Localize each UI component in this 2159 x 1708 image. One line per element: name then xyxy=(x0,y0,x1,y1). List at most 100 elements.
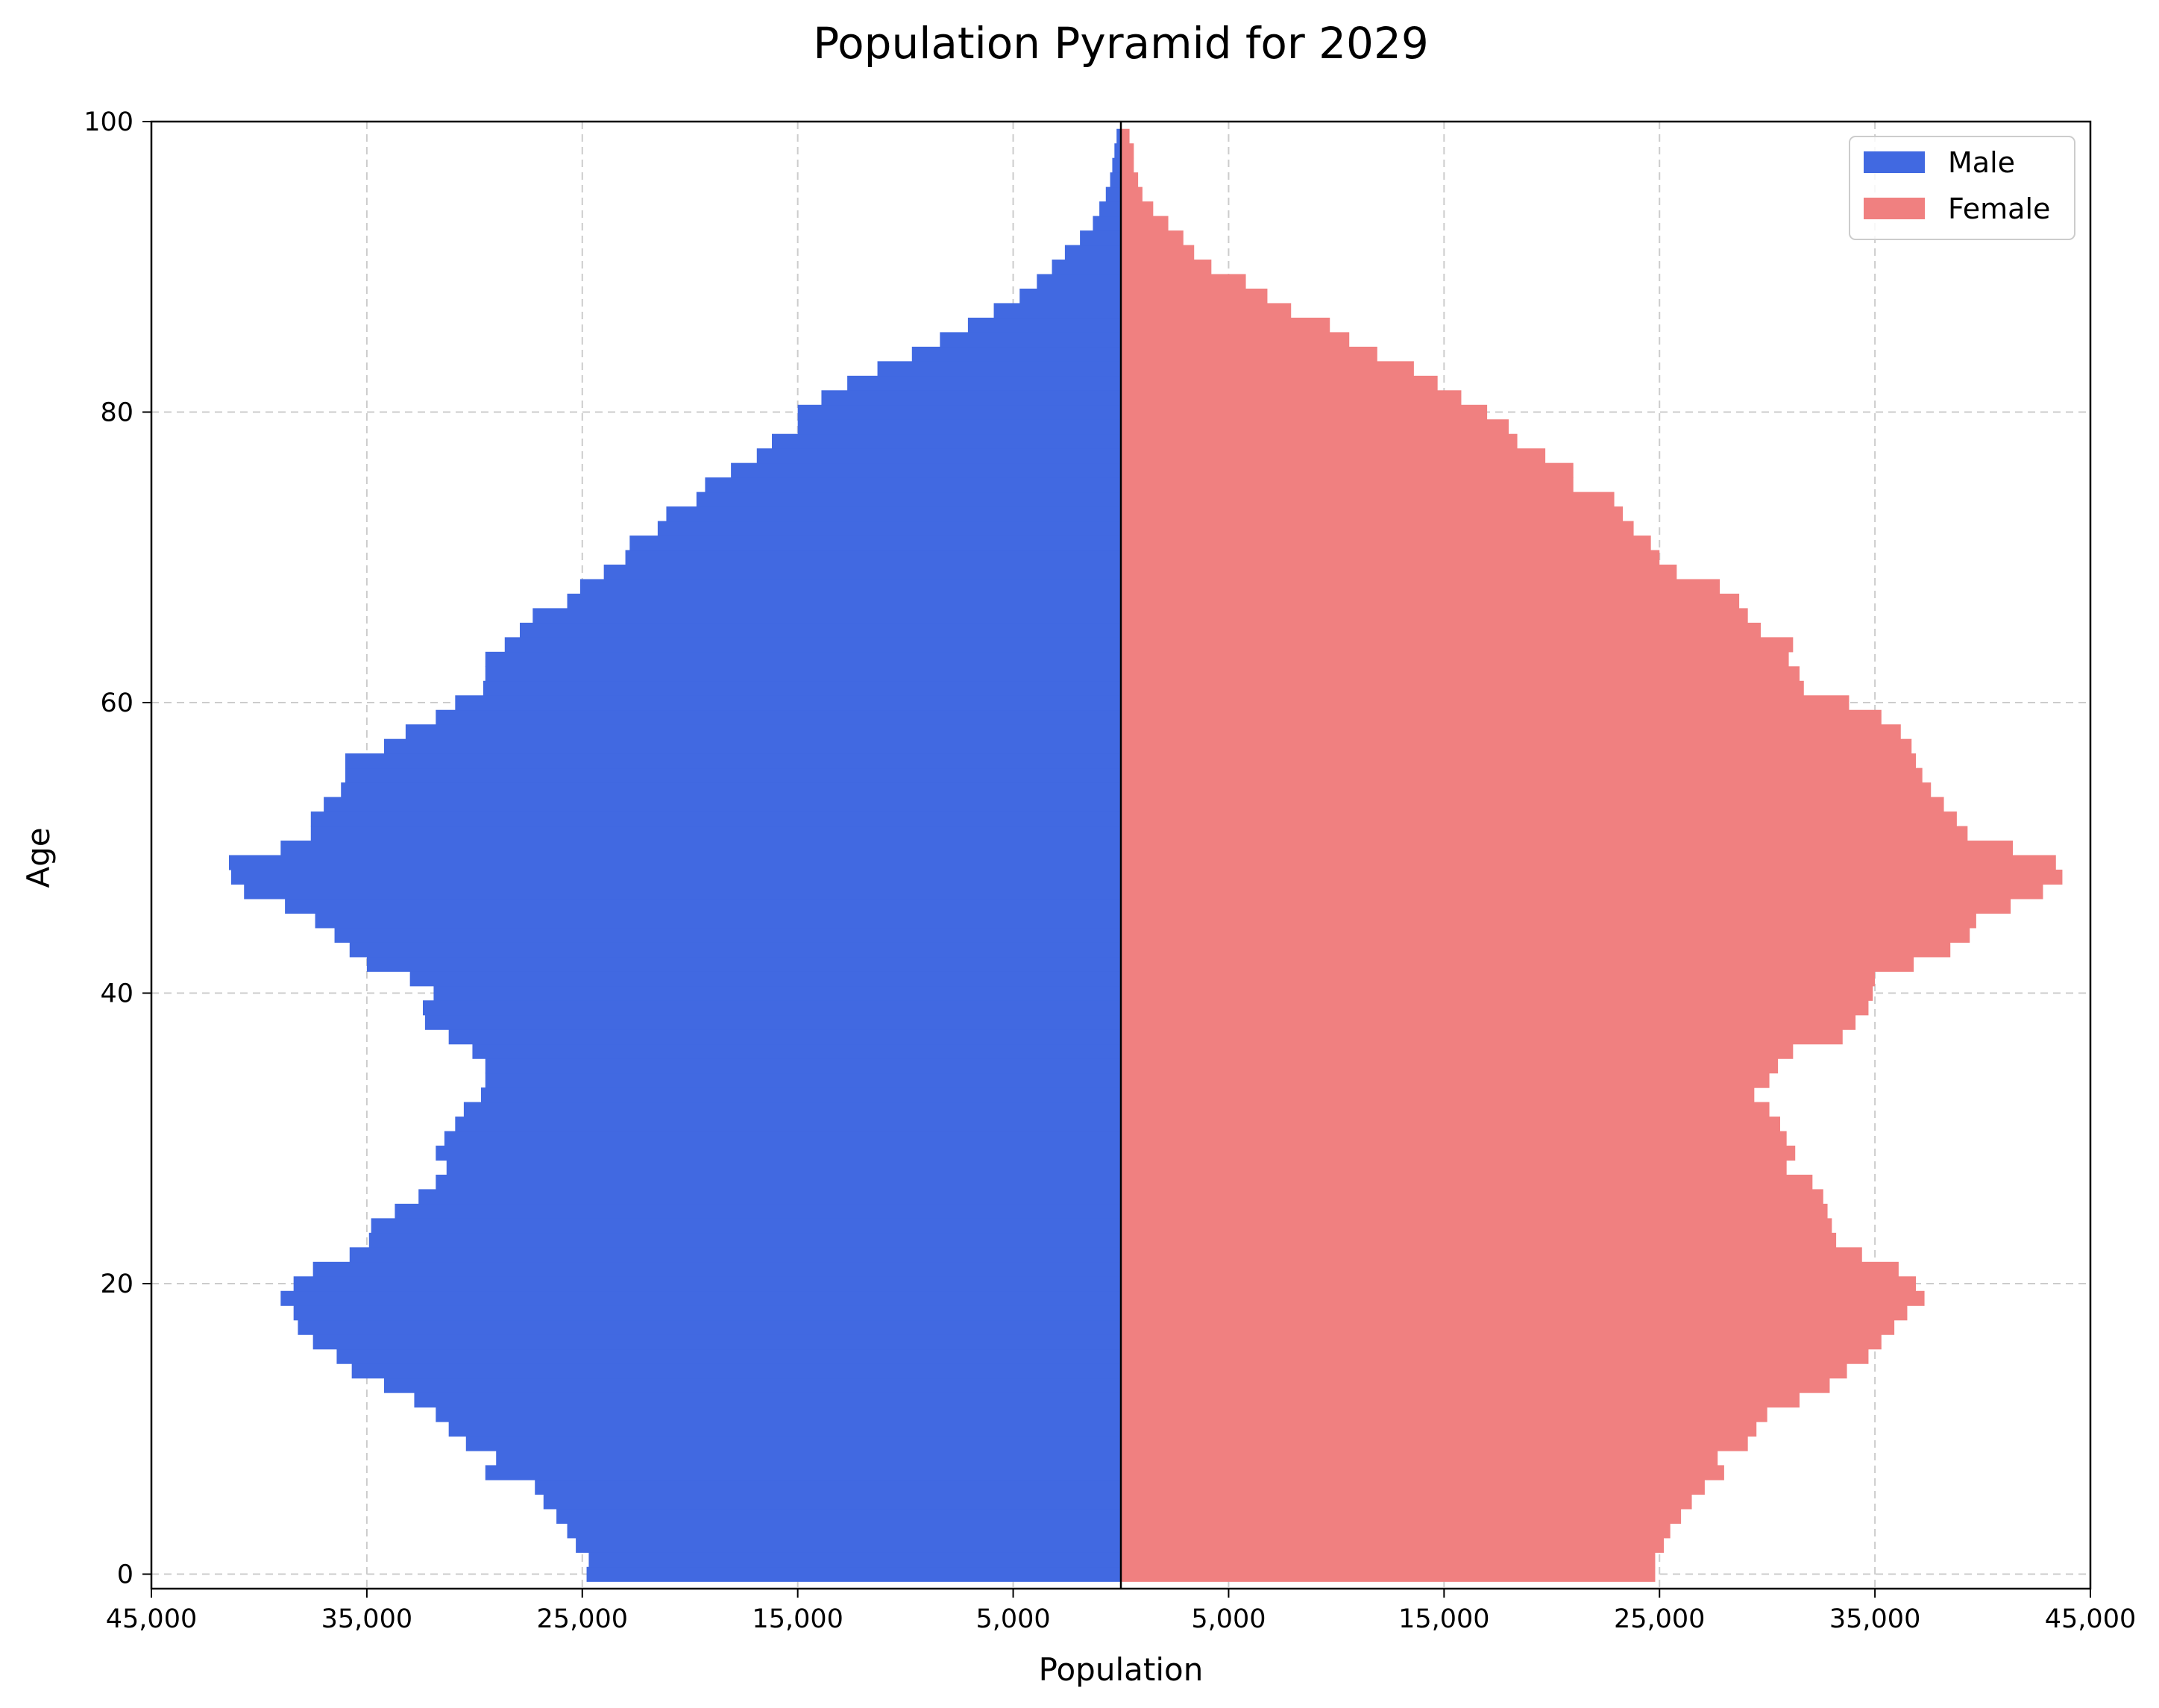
bar-male xyxy=(334,927,1121,943)
bar-female xyxy=(1121,1160,1787,1175)
bar-female xyxy=(1121,913,1976,929)
bar-female xyxy=(1121,536,1651,551)
bar-female xyxy=(1121,172,1139,188)
bar-female xyxy=(1121,971,1876,987)
bar-male xyxy=(465,1436,1121,1451)
bar-female xyxy=(1121,1131,1787,1146)
bar-male xyxy=(351,1363,1122,1379)
bar-male xyxy=(395,1203,1121,1219)
bar-female xyxy=(1121,1465,1724,1481)
bar-male xyxy=(436,1407,1121,1422)
bar-female xyxy=(1121,216,1169,231)
bar-male xyxy=(472,1043,1121,1059)
bar-male xyxy=(625,550,1121,565)
bar-female xyxy=(1121,274,1246,289)
bar-female xyxy=(1121,1102,1770,1117)
bar-male xyxy=(433,985,1121,1001)
bar-male xyxy=(1116,128,1121,144)
bar-female xyxy=(1121,1378,1830,1393)
bar-female xyxy=(1121,898,2011,914)
bar-male xyxy=(368,1232,1121,1248)
legend-label-male: Male xyxy=(1948,146,2015,179)
bar-female xyxy=(1121,1422,1757,1437)
bar-male xyxy=(312,1261,1122,1277)
bar-male xyxy=(485,1058,1121,1074)
bar-female xyxy=(1121,753,1916,769)
bar-male xyxy=(772,433,1121,449)
bar-female xyxy=(1121,637,1794,653)
bar-female xyxy=(1121,419,1509,435)
bar-male xyxy=(481,1087,1121,1103)
bar-female xyxy=(1121,956,1914,972)
x-tick-label: 15,000 xyxy=(752,1604,843,1634)
bar-female xyxy=(1121,782,1932,798)
bar-female xyxy=(1121,1146,1796,1161)
bar-male xyxy=(424,1014,1121,1030)
bar-male xyxy=(496,1450,1121,1466)
bar-female xyxy=(1121,1508,1682,1524)
bar-female xyxy=(1121,157,1134,173)
x-tick-label: 45,000 xyxy=(106,1604,197,1634)
x-tick-label: 15,000 xyxy=(1398,1604,1489,1634)
bar-female xyxy=(1121,1552,1656,1568)
bar-male xyxy=(229,855,1121,870)
bar-female xyxy=(1121,506,1624,522)
bar-female xyxy=(1121,1174,1813,1190)
bar-female xyxy=(1121,564,1677,580)
x-tick-label: 25,000 xyxy=(537,1604,628,1634)
plot-frame xyxy=(150,120,2092,1590)
bar-female xyxy=(1121,826,1968,841)
bar-male xyxy=(423,1000,1121,1016)
bar-male xyxy=(366,956,1121,972)
bar-male xyxy=(756,448,1121,464)
bar-female xyxy=(1121,1218,1832,1234)
bar-male xyxy=(455,695,1121,711)
x-tick-label: 45,000 xyxy=(2045,1604,2136,1634)
bar-female xyxy=(1121,317,1330,333)
bar-male xyxy=(532,608,1121,624)
bar-male xyxy=(1099,201,1121,217)
bar-female xyxy=(1121,666,1800,682)
bar-male xyxy=(446,1160,1121,1175)
bar-female xyxy=(1121,1407,1767,1422)
x-tick-label: 25,000 xyxy=(1614,1604,1705,1634)
bar-male xyxy=(345,767,1121,783)
bar-male xyxy=(280,1290,1121,1306)
bar-female xyxy=(1121,1305,1908,1321)
legend-swatch-male xyxy=(1864,151,1925,173)
bar-female xyxy=(1121,1393,1800,1408)
bar-female xyxy=(1121,738,1912,754)
bar-female xyxy=(1121,128,1130,144)
bar-female xyxy=(1121,709,1882,725)
bar-female xyxy=(1121,260,1212,275)
bar-male xyxy=(666,506,1121,522)
bar-male xyxy=(298,1319,1121,1335)
y-axis-ticks: 0 20 40 60 80 100 xyxy=(84,107,151,1590)
bar-male xyxy=(485,666,1121,682)
bar-female xyxy=(1121,288,1268,304)
chart-title: Population Pyramid for 2029 xyxy=(813,18,1429,69)
bar-male xyxy=(629,536,1121,551)
bar-male xyxy=(280,841,1121,856)
bar-male xyxy=(1093,216,1121,231)
bar-male xyxy=(576,1537,1121,1553)
bar-female xyxy=(1121,1479,1705,1495)
bar-male xyxy=(409,971,1121,987)
bar-male xyxy=(993,303,1121,318)
bar-female xyxy=(1121,579,1720,594)
bar-female xyxy=(1121,462,1574,478)
bar-male xyxy=(1019,288,1121,304)
bar-male xyxy=(485,651,1121,667)
bar-female xyxy=(1121,375,1438,391)
bar-female xyxy=(1121,1494,1692,1510)
bar-male xyxy=(341,782,1122,798)
bar-male xyxy=(312,1334,1122,1350)
bar-male xyxy=(731,462,1121,478)
y-tick-label: 100 xyxy=(84,107,133,137)
bar-female xyxy=(1121,303,1292,318)
bar-female xyxy=(1121,550,1660,565)
bar-male xyxy=(448,1029,1121,1045)
bar-male xyxy=(444,1131,1121,1146)
bar-female xyxy=(1121,927,1970,943)
